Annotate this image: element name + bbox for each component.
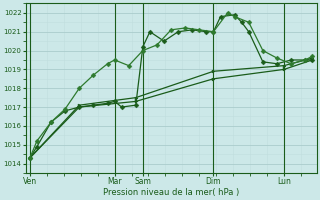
X-axis label: Pression niveau de la mer( hPa ): Pression niveau de la mer( hPa ) xyxy=(103,188,239,197)
